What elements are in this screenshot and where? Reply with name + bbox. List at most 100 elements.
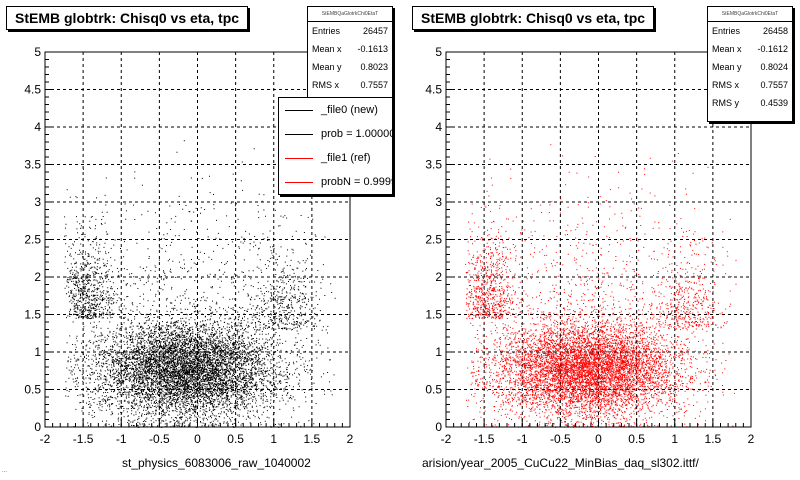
y-tick-label: 0.5 (24, 383, 41, 397)
stats-label: RMS x (712, 80, 739, 90)
stats-value: 0.8024 (760, 62, 788, 72)
stats-value: 0.8023 (360, 62, 388, 72)
x-tick-label: 2 (347, 432, 354, 446)
x-tick-label: -0.5 (149, 432, 170, 446)
x-tick-label: 0.5 (227, 432, 244, 446)
y-tick-label: 0.5 (425, 383, 442, 397)
y-axis: 0 0.5 1 1.5 2 2.5 3 3.5 4 4.5 5 (425, 45, 454, 434)
x-tick-label: 2 (748, 432, 755, 446)
y-tick-label: 4 (435, 120, 442, 134)
x-tick-label: 1.5 (705, 432, 722, 446)
stats-label: Entries (712, 26, 741, 36)
legend-label: _file1 (ref) (321, 152, 371, 164)
y-tick-label: 1 (435, 345, 442, 359)
stats-row: Mean x -0.1612 (708, 40, 792, 58)
y-tick-label: 5 (435, 45, 442, 59)
x-tick-label: -2 (40, 432, 51, 446)
x-tick-label: -2 (441, 432, 452, 446)
x-tick-label: -1 (517, 432, 528, 446)
stats-label: Mean y (712, 62, 742, 72)
x-axis-title: st_physics_6083006_raw_1040002 (122, 456, 311, 470)
stats-label: Mean y (312, 62, 342, 72)
chart-title: StEMB globtrk: Chisq0 vs eta, tpc (412, 6, 655, 30)
x-axis: -2 -1.5 -1 -0.5 0 0.5 1 1.5 2 (441, 419, 755, 446)
stats-row: Mean x -0.1613 (308, 40, 392, 58)
right-panel: StEMB globtrk: Chisq0 vs eta, tpc -2 -1.5… (400, 0, 800, 480)
x-tick-label: -1.5 (73, 432, 94, 446)
y-tick-label: 2 (435, 270, 442, 284)
stats-box: StEMBQaGlotrkChi0EtaT Entries 26457 Mean x -… (307, 6, 393, 104)
stats-row: RMS y 0.4539 (708, 94, 792, 112)
stats-box: StEMBQaGlotrkChi0EtaT Entries 26458 Mean x -… (707, 6, 793, 122)
stats-row: Entries 26458 (708, 22, 792, 40)
x-tick-label: -0.5 (550, 432, 571, 446)
x-tick-label: 1 (270, 432, 277, 446)
stats-row: RMS x 0.7557 (708, 76, 792, 94)
corner-text: ... (2, 468, 8, 474)
y-tick-label: 3 (34, 195, 41, 209)
stats-header: StEMBQaGlotrkChi0EtaT (708, 7, 792, 22)
stats-row: Mean y 0.8024 (708, 58, 792, 76)
y-tick-label: 5 (34, 45, 41, 59)
y-tick-label: 2.5 (425, 233, 442, 247)
stats-value: 0.7557 (360, 80, 388, 90)
legend-entry: _file1 (ref) (279, 146, 392, 170)
chart-title: StEMB globtrk: Chisq0 vs eta, tpc (6, 6, 249, 30)
x-tick-label: 1.5 (304, 432, 321, 446)
y-tick-label: 1.5 (425, 308, 442, 322)
x-tick-label: -1.5 (474, 432, 495, 446)
legend-label: probN = 0.999999 (321, 176, 392, 188)
stats-row: RMS x 0.7557 (308, 76, 392, 94)
stats-header: StEMBQaGlotrkChi0EtaT (308, 7, 392, 22)
data-points (465, 144, 737, 428)
point-cloud (465, 144, 737, 428)
y-tick-label: 0 (435, 420, 442, 434)
legend-label: _file0 (new) (321, 104, 378, 116)
legend-line-marker (285, 181, 313, 183)
legend-line-marker (285, 109, 313, 111)
x-axis-title: arision/year_2005_CuCu22_MinBias_daq_sl3… (422, 456, 699, 470)
legend-entry: _file0 (new) (279, 98, 392, 122)
y-tick-label: 2 (34, 270, 41, 284)
legend-label: prob = 1.000000 (321, 128, 392, 140)
stats-value: 0.4539 (760, 98, 788, 108)
y-axis: 0 0.5 1 1.5 2 2.5 3 3.5 4 4.5 5 (24, 45, 53, 434)
x-tick-label: 1 (671, 432, 678, 446)
y-tick-label: 4.5 (425, 83, 442, 97)
x-axis: -2 -1.5 -1 -0.5 0 0.5 1 1.5 2 (40, 419, 354, 446)
legend-box: _file0 (new) prob = 1.000000 _file1 (ref) p… (278, 97, 393, 195)
y-tick-label: 0 (34, 420, 41, 434)
stats-value: 0.7557 (760, 80, 788, 90)
y-tick-label: 3.5 (24, 158, 41, 172)
stats-value: -0.1612 (757, 44, 788, 54)
stats-value: 26458 (762, 26, 788, 36)
y-tick-label: 4.5 (24, 83, 41, 97)
y-tick-label: 1.5 (24, 308, 41, 322)
stats-label: Mean x (312, 44, 342, 54)
point-cloud (64, 140, 336, 429)
y-tick-label: 2.5 (24, 233, 41, 247)
x-tick-label: -1 (116, 432, 127, 446)
x-tick-label: 0 (595, 432, 602, 446)
x-tick-label: 0.5 (628, 432, 645, 446)
y-tick-label: 4 (34, 120, 41, 134)
legend-entry: prob = 1.000000 (279, 122, 392, 146)
stats-label: Entries (312, 26, 341, 36)
stats-value: -0.1613 (357, 44, 388, 54)
legend-line-marker (285, 133, 313, 135)
stats-label: Mean x (712, 44, 742, 54)
stats-label: RMS x (312, 80, 339, 90)
legend-line-marker (285, 157, 313, 159)
left-panel: StEMB globtrk: Chisq0 vs eta, tpc -2 -1.5… (6, 6, 393, 470)
y-tick-label: 3.5 (425, 158, 442, 172)
scatter-plot: -2 -1.5 -1 -0.5 0 0.5 1 1.5 2 0 0.5 1 1.5 2 2.5 3 3.5 4 4.… (24, 45, 354, 446)
x-tick-label: 0 (194, 432, 201, 446)
stats-row: Entries 26457 (308, 22, 392, 40)
y-tick-label: 3 (435, 195, 442, 209)
data-points (64, 140, 336, 429)
stats-value: 26457 (362, 26, 388, 36)
stats-label: RMS y (712, 98, 739, 108)
scatter-plot: -2 -1.5 -1 -0.5 0 0.5 1 1.5 2 0 0.5 1 1.5 2 2.5 3 3.5 4 4.… (425, 45, 755, 446)
y-tick-label: 1 (34, 345, 41, 359)
legend-entry: probN = 0.999999 (279, 170, 392, 194)
